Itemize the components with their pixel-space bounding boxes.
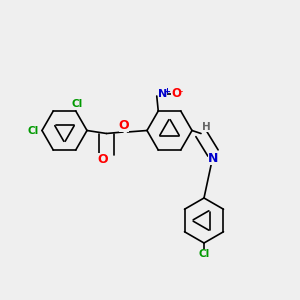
Text: H: H bbox=[202, 122, 211, 132]
Text: O: O bbox=[98, 153, 108, 167]
Text: O: O bbox=[171, 87, 181, 100]
Text: N: N bbox=[208, 152, 218, 165]
Text: N: N bbox=[158, 88, 167, 99]
Text: +: + bbox=[164, 87, 170, 96]
Text: O: O bbox=[118, 119, 129, 132]
Text: -: - bbox=[180, 87, 183, 96]
Text: Cl: Cl bbox=[72, 98, 83, 109]
Text: Cl: Cl bbox=[198, 249, 210, 259]
Text: Cl: Cl bbox=[27, 125, 39, 136]
